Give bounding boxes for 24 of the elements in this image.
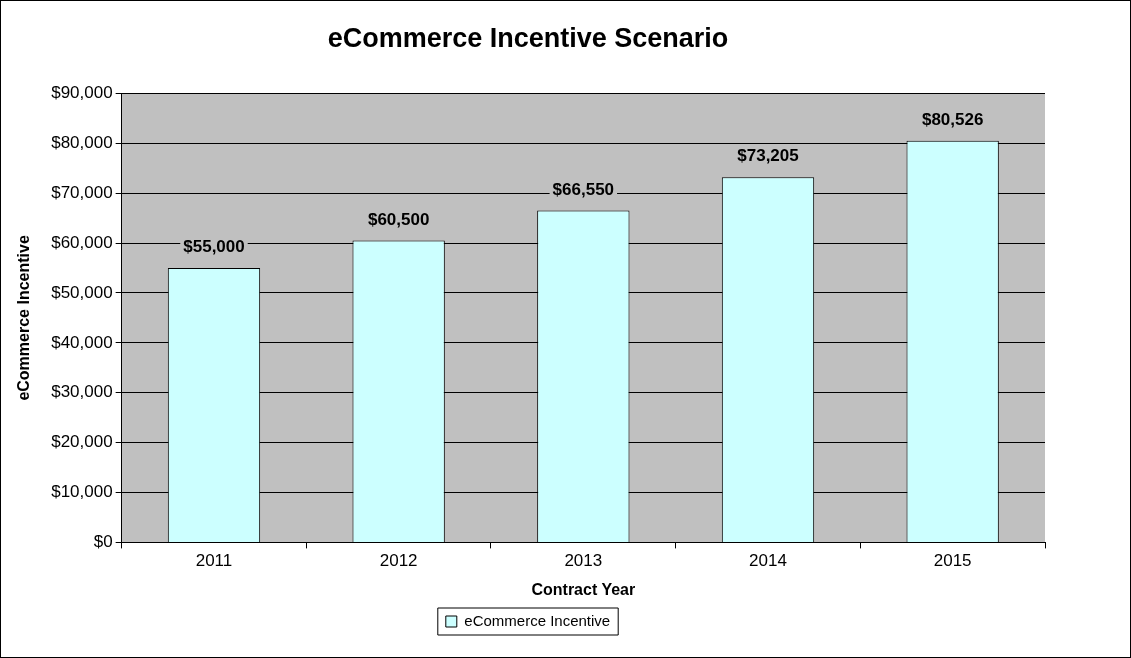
x-tick-label: 2014 (749, 551, 787, 571)
y-tick-label: $80,000 (51, 132, 113, 152)
data-label: $60,500 (367, 209, 430, 229)
y-tick-label: $90,000 (51, 83, 113, 103)
x-tick-label: 2012 (379, 551, 418, 571)
x-tick-label: 2013 (564, 551, 603, 571)
data-label: $80,526 (921, 109, 984, 129)
data-label: $73,205 (737, 146, 799, 166)
x-tick-label: 2015 (933, 551, 972, 571)
y-tick-label: $30,000 (51, 382, 113, 402)
legend-label: eCommerce Incentive (464, 611, 611, 629)
x-tick-label: 2011 (195, 551, 233, 571)
y-tick-label: $50,000 (51, 282, 113, 302)
data-label: $66,550 (552, 179, 615, 199)
y-axis-title: eCommerce Incentive (15, 235, 33, 401)
y-tick-label: $40,000 (51, 332, 113, 352)
y-tick-label: $0 (93, 532, 113, 552)
data-label: $55,000 (183, 237, 245, 257)
chart-title: eCommerce Incentive Scenario (327, 22, 729, 53)
y-tick-label: $10,000 (51, 482, 113, 502)
y-tick-label: $60,000 (51, 232, 113, 252)
x-axis-title: Contract Year (531, 580, 636, 598)
y-tick-label: $20,000 (51, 432, 113, 452)
y-tick-label: $70,000 (51, 182, 113, 202)
